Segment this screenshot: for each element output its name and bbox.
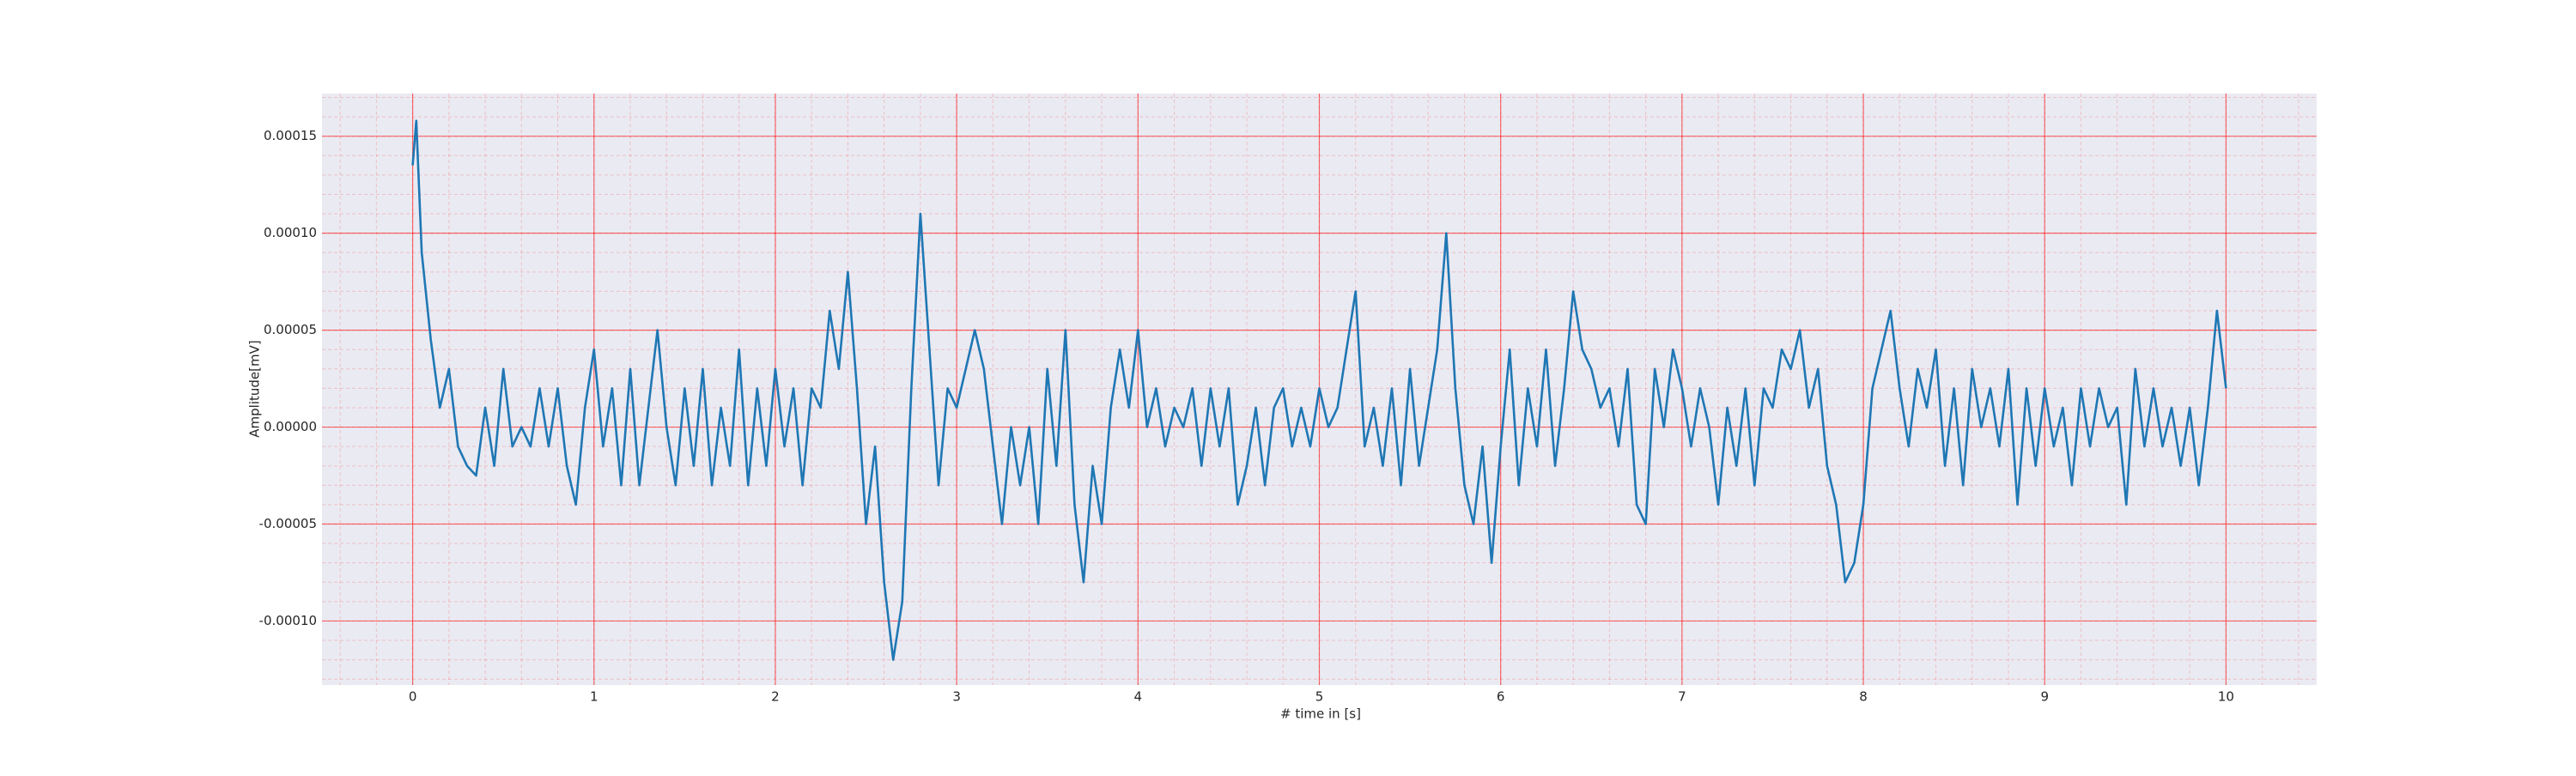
x-axis-label: # time in [s]	[1280, 706, 1361, 722]
x-tick-label: 6	[1497, 689, 1505, 705]
x-tick-label: 5	[1315, 689, 1324, 705]
y-tick-label: 0.00015	[264, 128, 317, 143]
y-axis-label: Amplitude[mV]	[247, 340, 263, 437]
x-tick-label: 9	[2040, 689, 2049, 705]
y-tick-label: -0.00005	[259, 516, 317, 531]
y-tick-label: 0.00000	[264, 419, 317, 434]
y-tick-label: 0.00010	[264, 225, 317, 240]
x-tick-label: 1	[590, 689, 598, 705]
x-tick-label: 10	[2218, 689, 2234, 705]
x-tick-label: 2	[771, 689, 780, 705]
x-tick-label: 4	[1134, 689, 1143, 705]
x-tick-label: 8	[1859, 689, 1868, 705]
x-tick-label: 3	[952, 689, 961, 705]
y-tick-label: -0.00010	[259, 613, 317, 628]
y-tick-label: 0.00005	[264, 322, 317, 337]
signal-line	[411, 119, 2227, 661]
x-tick-label: 7	[1678, 689, 1686, 705]
x-tick-label: 0	[409, 689, 417, 705]
